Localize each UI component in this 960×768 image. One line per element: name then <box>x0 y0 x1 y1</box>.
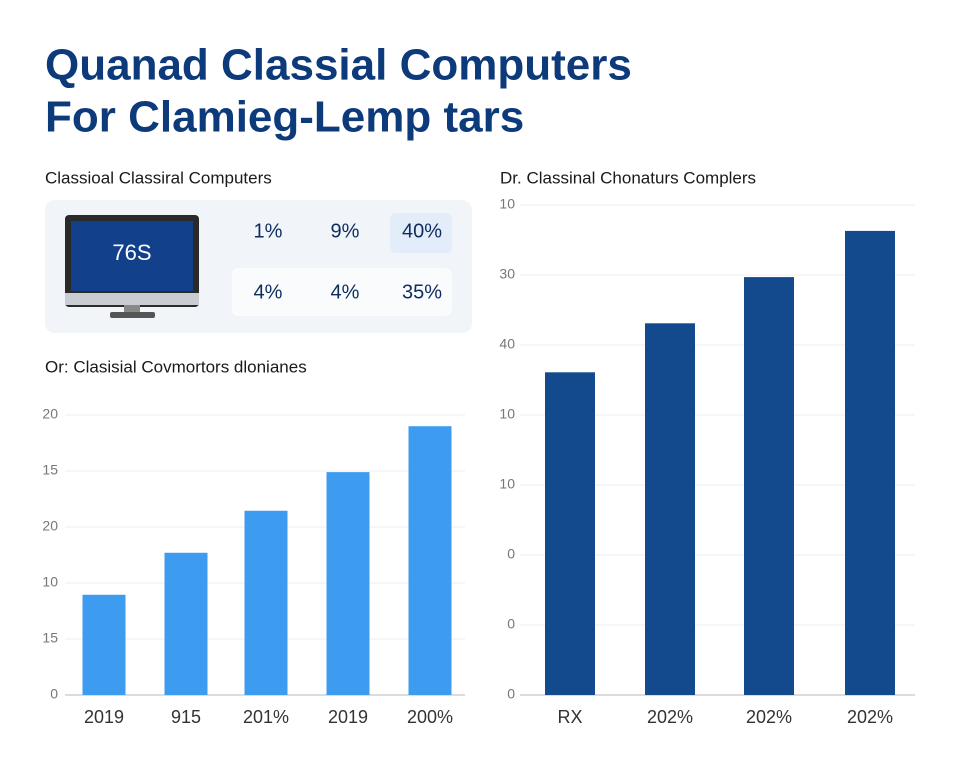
y-tick-label: 0 <box>507 546 515 562</box>
y-tick-label: 10 <box>42 574 58 590</box>
y-tick-label: 0 <box>507 616 515 632</box>
y-tick-label: 0 <box>50 686 58 702</box>
monitor: 76S <box>65 215 199 318</box>
x-tick-label: 202% <box>746 707 792 727</box>
x-tick-label: 2019 <box>328 707 368 727</box>
stat-value: 40% <box>402 220 442 242</box>
stat-value: 4% <box>254 281 283 303</box>
chart-title: Dr. Classinal Chonaturs Complers <box>500 168 756 187</box>
bar <box>408 426 452 695</box>
bar <box>645 323 695 695</box>
x-tick-label: 915 <box>171 707 201 727</box>
y-tick-label: 10 <box>499 196 515 212</box>
x-tick-label: RX <box>557 707 582 727</box>
bar <box>82 594 126 695</box>
stat-value: 9% <box>331 220 360 242</box>
bar <box>744 277 794 695</box>
x-tick-label: 200% <box>407 707 453 727</box>
y-tick-label: 40 <box>499 336 515 352</box>
bar <box>326 472 370 695</box>
y-tick-label: 0 <box>507 686 515 702</box>
panel-title: Classioal Classiral Computers <box>45 168 272 187</box>
stat-value: 4% <box>331 281 360 303</box>
bar <box>164 552 208 695</box>
bar <box>244 510 288 695</box>
stat-highlight <box>390 213 452 253</box>
chart-title: Or: Clasisial Covmortors dlonianes <box>45 357 307 376</box>
x-tick-label: 201% <box>243 707 289 727</box>
y-tick-label: 10 <box>499 476 515 492</box>
y-tick-label: 30 <box>499 266 515 282</box>
stat-value: 1% <box>254 220 283 242</box>
bar <box>545 372 595 695</box>
stat-value: 35% <box>402 281 442 303</box>
y-tick-label: 20 <box>42 406 58 422</box>
y-tick-label: 10 <box>499 406 515 422</box>
stat-row-bg <box>232 268 452 316</box>
y-tick-label: 20 <box>42 518 58 534</box>
bar <box>845 230 895 695</box>
title-line: Quanad Classial Computers <box>45 41 632 90</box>
y-tick-label: 15 <box>42 630 58 646</box>
title-line: For Clamieg-Lemp tars <box>45 93 524 142</box>
x-tick-label: 202% <box>647 707 693 727</box>
y-tick-label: 15 <box>42 462 58 478</box>
screen-text: 76S <box>112 240 151 265</box>
x-tick-label: 2019 <box>84 707 124 727</box>
x-tick-label: 202% <box>847 707 893 727</box>
